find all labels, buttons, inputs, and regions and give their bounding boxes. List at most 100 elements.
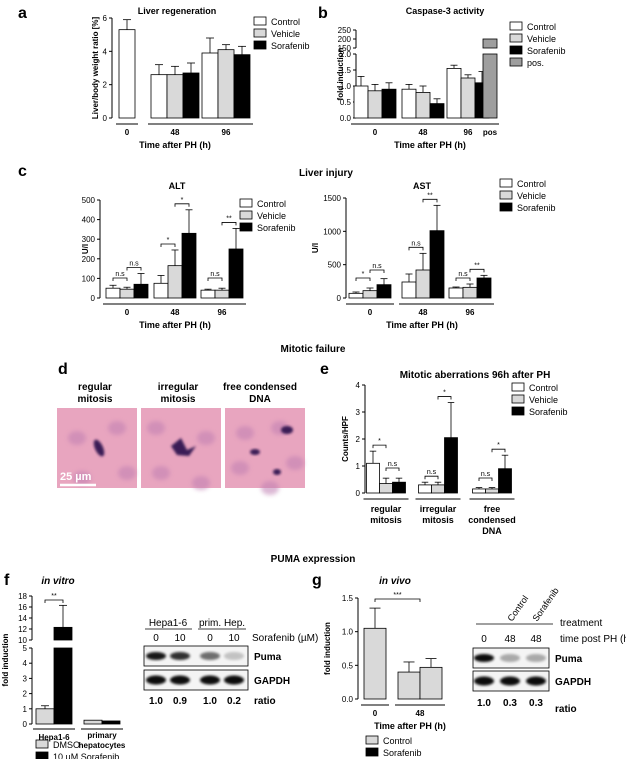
legend-label: 10 µM Sorafenib xyxy=(53,752,119,759)
y-tick-label: 250 xyxy=(338,26,352,35)
bar-control xyxy=(418,484,432,494)
bar-vehicle xyxy=(415,92,431,119)
panel-letter-c: c xyxy=(18,163,27,180)
y-tick-label: 0 xyxy=(23,720,28,729)
chart-title: in vivo xyxy=(379,576,411,587)
chart-c-alt: 0 100 200 300 400 500 0 48 96 U/l Time after PH (h… xyxy=(81,181,296,330)
legend-label: Sorafenib xyxy=(257,223,296,233)
significance-bracket xyxy=(424,475,439,480)
bar-sorafenib xyxy=(133,283,149,299)
bar-vehicle xyxy=(167,265,183,299)
legend-label: Sorafenib xyxy=(527,46,566,56)
x-tick-label: 96 xyxy=(218,308,227,317)
bar-control xyxy=(153,282,169,299)
blot-g-ratio: 0.3 xyxy=(503,698,517,709)
blot-g-lane-label: 0 xyxy=(481,634,487,645)
x-tick-label: condensed xyxy=(468,515,516,525)
x-tick-label: DNA xyxy=(482,526,502,536)
significance-label: n.s xyxy=(481,471,491,478)
x-tick-label: mitosis xyxy=(370,515,402,525)
x-tick-label: 48 xyxy=(419,128,428,137)
y-tick-label: 2.0 xyxy=(340,50,352,59)
blot-g-lane-label: 48 xyxy=(504,634,516,645)
x-tick-label: pos xyxy=(483,128,498,137)
chart-a: 0 2 4 6 0 48 96 Liver/body weight ratio [%] Time… xyxy=(91,6,310,150)
x-tick-label: mitosis xyxy=(422,515,454,525)
significance-label: ** xyxy=(474,262,480,269)
chart-title: Mitotic aberrations 96h after PH xyxy=(400,370,551,381)
x-tick-label: 0 xyxy=(368,308,373,317)
chart-title: AST xyxy=(413,181,432,191)
bar-sorafenib xyxy=(419,666,443,700)
mitotic-chromosomes xyxy=(93,439,105,457)
blot-f-lane-label: 10 xyxy=(174,633,186,644)
x-tick-label: hepatocytes xyxy=(79,741,126,750)
significance-bracket xyxy=(126,267,142,271)
cell-nucleus xyxy=(118,466,136,480)
y-tick-label: 1.0 xyxy=(340,82,352,91)
bar-sorafenib-upper xyxy=(53,626,73,641)
significance-bracket xyxy=(385,467,400,471)
legend-swatch xyxy=(499,202,513,212)
blot-f-ratio: 0.2 xyxy=(227,696,241,707)
y-tick-label: 2 xyxy=(103,81,108,90)
y-tick-label: 1 xyxy=(23,705,28,714)
legend-swatch xyxy=(499,178,513,188)
legend-swatch xyxy=(253,16,267,26)
significance-label: n.s xyxy=(115,271,125,278)
micrograph-3-label-line2: DNA xyxy=(249,394,271,405)
blot-f-lane-label: 0 xyxy=(153,633,159,644)
bar-pos-lower xyxy=(482,53,498,119)
micrograph-1-label-line2: mitosis xyxy=(77,394,112,405)
blot-g-group-sorafenib: Sorafenib xyxy=(530,586,560,623)
significance-bracket xyxy=(374,598,421,602)
micrograph-2-label-line2: mitosis xyxy=(160,394,195,405)
bar-dmso xyxy=(35,708,55,725)
legend-label: Control xyxy=(257,199,286,209)
blot-f-ratio: 0.9 xyxy=(173,696,187,707)
bar-sorafenib xyxy=(233,54,251,119)
blot-band-gapdh xyxy=(474,676,494,686)
bar-control xyxy=(348,292,364,299)
blot-band-gapdh xyxy=(170,675,190,685)
blot-g-time-label: time post PH (h) xyxy=(560,634,626,645)
blot-g-ratio: 0.3 xyxy=(529,698,543,709)
blot-f-lane-label: 10 xyxy=(228,633,240,644)
legend-label: Vehicle xyxy=(257,211,286,221)
panel-letter-g: g xyxy=(312,572,322,589)
y-tick-label: 2 xyxy=(23,690,28,699)
bar-sorafenib xyxy=(381,88,397,119)
legend-swatch xyxy=(511,382,525,392)
y-tick-label: 1000 xyxy=(323,227,341,236)
y-tick-label: 0.5 xyxy=(342,661,354,670)
blot-band-puma xyxy=(474,654,494,662)
bar-control xyxy=(401,281,417,299)
bar-vehicle xyxy=(460,77,476,119)
y-tick-label: 0.0 xyxy=(342,695,354,704)
significance-bracket xyxy=(491,448,506,453)
bar-sorafenib-lower xyxy=(53,647,73,725)
x-tick-label: 48 xyxy=(171,308,180,317)
y-tick-label: 100 xyxy=(82,274,96,283)
y-tick-label: 2 xyxy=(356,435,361,444)
blot-g-group-control: Control xyxy=(505,594,530,624)
bar-vehicle xyxy=(431,484,445,494)
significance-bracket xyxy=(369,269,385,273)
cell-nucleus xyxy=(108,421,126,435)
chart-c-ast: 0 500 1000 1500 0 48 96 U/l Time after PH (h) AST… xyxy=(311,178,556,330)
blot-f-lane-label: 0 xyxy=(207,633,213,644)
chart-title: ALT xyxy=(169,181,186,191)
bar-sorafenib xyxy=(429,230,445,299)
legend-swatch xyxy=(509,57,523,67)
y-tick-label: 150 xyxy=(338,44,352,53)
scale-bar: 25 µm xyxy=(60,471,96,487)
legend-swatch xyxy=(239,222,253,232)
y-tick-label: 0 xyxy=(356,489,361,498)
legend-swatch xyxy=(239,198,253,208)
y-axis-label: Counts/HPF xyxy=(341,416,350,462)
blot-f-ratio-label: ratio xyxy=(254,696,276,707)
bar-control xyxy=(105,287,121,299)
legend-label: Sorafenib xyxy=(383,748,422,758)
y-tick-label: 4 xyxy=(356,381,361,390)
